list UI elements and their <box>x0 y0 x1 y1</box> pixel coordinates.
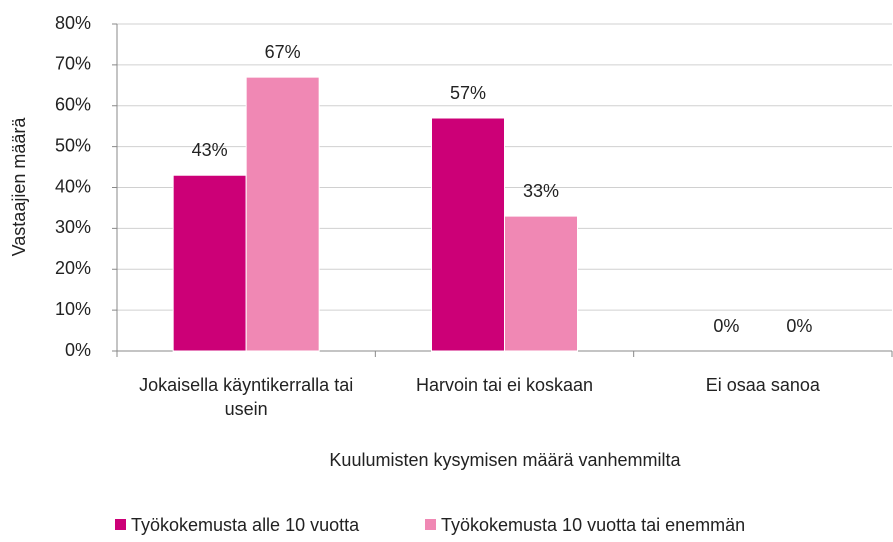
y-axis-title: Vastaajien määrä <box>9 117 29 257</box>
y-tick-label: 0% <box>65 340 91 360</box>
y-tick-label: 20% <box>55 258 91 278</box>
legend-swatch <box>425 519 436 530</box>
y-tick-label: 70% <box>55 54 91 74</box>
bar <box>245 76 320 352</box>
y-tick-label: 60% <box>55 95 91 115</box>
x-axis-title: Kuulumisten kysymisen määrä vanhemmilta <box>329 450 681 470</box>
legend-label: Työkokemusta alle 10 vuotta <box>131 515 360 535</box>
legend-label: Työkokemusta 10 vuotta tai enemmän <box>441 515 745 535</box>
data-label: 57% <box>450 83 486 103</box>
x-tick-label: Ei osaa sanoa <box>705 375 820 395</box>
data-label: 43% <box>192 140 228 160</box>
y-tick-label: 10% <box>55 299 91 319</box>
data-label: 67% <box>265 42 301 62</box>
y-tick-label: 50% <box>55 135 91 155</box>
x-tick-label: Harvoin tai ei koskaan <box>415 375 594 395</box>
data-label: 0% <box>786 316 812 336</box>
data-label: 33% <box>523 181 559 201</box>
legend-swatch <box>115 519 126 530</box>
bar <box>431 117 505 352</box>
bar <box>172 174 247 352</box>
data-label: 0% <box>713 316 739 336</box>
bar <box>504 215 578 352</box>
y-tick-label: 80% <box>55 13 91 33</box>
y-tick-label: 40% <box>55 176 91 196</box>
x-tick-label: Jokaisella käyntikerralla tai usein <box>139 375 354 419</box>
y-tick-label: 30% <box>55 217 91 237</box>
